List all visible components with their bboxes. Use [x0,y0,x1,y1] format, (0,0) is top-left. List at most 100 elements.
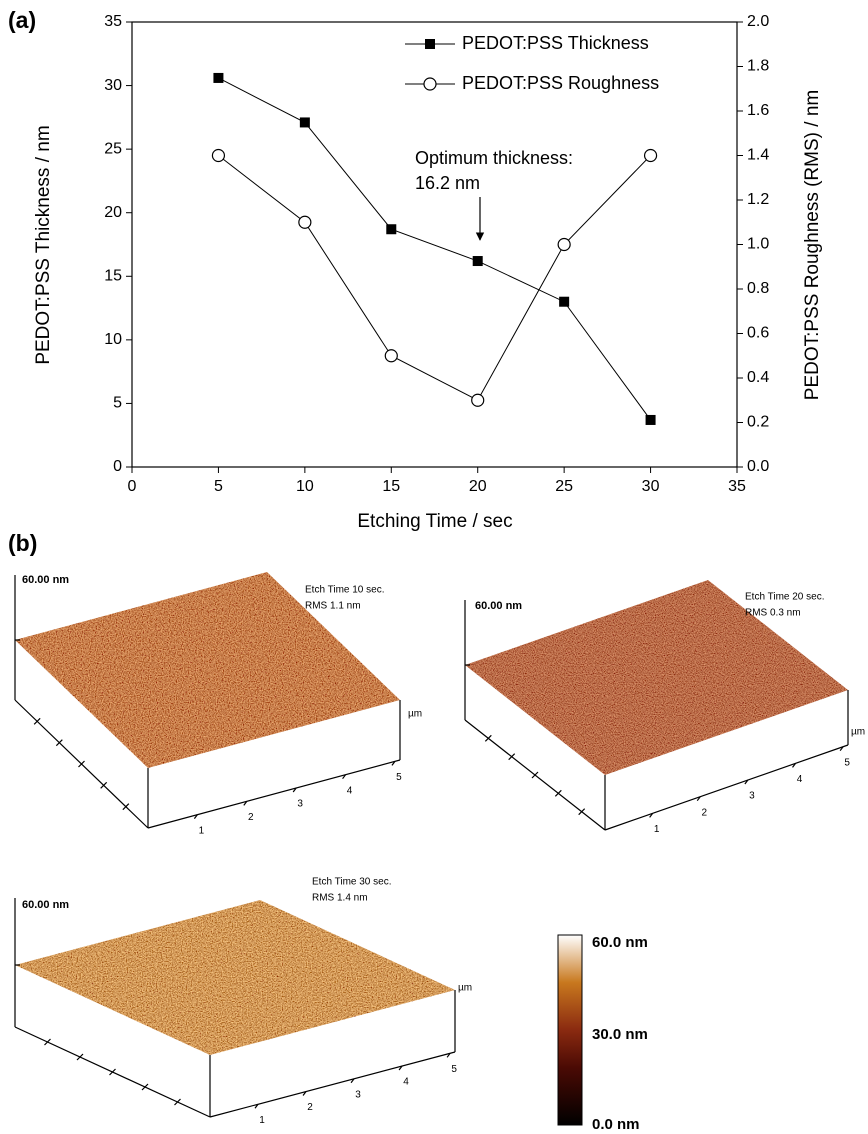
marker [298,215,312,229]
box-edge [33,717,41,725]
box-face [465,665,605,830]
afm-unit: µm [458,983,472,994]
y-tick-label: 30 [104,77,122,94]
afm-rms: RMS 0.3 nm [745,608,801,619]
y-tick-label: 35 [104,13,122,30]
box-edge [391,760,396,766]
box-edge [44,1038,51,1046]
box-edge [174,1098,181,1106]
box-edge [109,1068,116,1076]
box-edge [292,787,297,793]
box-edge [243,800,248,806]
box-edge [554,789,562,797]
y-tick-label: 15 [104,268,122,285]
y2-tick-label: 0.0 [747,458,769,475]
box-face [210,990,455,1117]
color-bar-label: 60.0 nm [592,934,648,951]
legend-label: PEDOT:PSS Roughness [462,73,659,93]
marker [557,237,571,252]
marker [213,72,224,83]
x-tick-label: 10 [296,478,314,495]
box-edge [604,744,849,831]
afm-rms: RMS 1.1 nm [305,601,361,612]
afm-rms: RMS 1.4 nm [312,893,368,904]
legend-marker [423,77,437,91]
annotation: 16.2 nm [415,173,480,193]
color-bar-label: 0.0 nm [592,1116,640,1133]
z-scale-label: 60.00 nm [475,600,522,612]
afm-tick-label: 4 [403,1077,409,1088]
box-edge [254,1103,259,1109]
afm-tick-label: 1 [199,825,205,836]
box-edge [350,1078,355,1084]
afm-surface [15,572,400,768]
box-face [148,700,400,828]
box-edge [531,771,539,779]
y2-tick-label: 2.0 [747,13,769,30]
box-edge [744,779,749,785]
box-edge [342,774,347,780]
box-edge [78,760,85,768]
y2-tick-label: 1.6 [747,102,769,119]
y2-axis-label: PEDOT:PSS Roughness (RMS) / nm [802,90,823,400]
box-face [605,690,848,830]
box-edge [446,1052,451,1058]
x-tick-label: 0 [128,478,137,495]
y-tick-label: 5 [113,395,122,412]
box-face [15,640,148,828]
afm-tick-label: 4 [347,785,353,796]
y-tick-label: 0 [113,458,122,475]
box-edge [839,746,844,752]
marker [472,256,483,267]
x-tick-label: 20 [469,478,487,495]
series-line [218,155,651,401]
box-edge [193,814,198,820]
x-tick-label: 35 [728,478,746,495]
legend-marker [425,39,435,49]
afm-surface [465,580,848,775]
afm-unit: µm [851,727,865,738]
afm-tick-label: 2 [307,1102,313,1113]
box-edge [649,812,654,818]
marker [386,224,397,235]
afm-tick-label: 3 [297,799,303,810]
box-edge [147,759,401,829]
color-bar-label: 30.0 nm [592,1026,648,1043]
afm-caption: Etch Time 30 sec. [312,877,391,888]
z-scale-label: 60.00 nm [22,574,69,586]
color-bar [557,934,583,1126]
afm-tick-label: 3 [355,1089,361,1100]
box-edge [209,1051,456,1118]
box-edge [55,739,63,747]
box-edge [484,734,492,742]
x-axis-label: Etching Time / sec [357,511,512,532]
box-edge [122,803,130,811]
box-edge [100,781,108,789]
afm-tick-label: 5 [451,1064,457,1075]
y-tick-label: 20 [104,204,122,221]
afm-tick-label: 3 [749,791,755,802]
annotation: Optimum thickness: [415,148,573,168]
box-edge [398,1065,403,1071]
box-edge [578,808,586,816]
afm-tick-label: 2 [248,812,254,823]
afm-caption: Etch Time 10 sec. [305,585,384,596]
series-line [218,77,651,421]
marker [211,148,226,163]
y2-tick-label: 0.4 [747,369,769,386]
legend-label: PEDOT:PSS Thickness [462,33,649,53]
marker [384,349,398,363]
marker [645,414,656,425]
y2-tick-label: 0.2 [747,414,769,431]
afm-caption: Etch Time 20 sec. [745,592,824,603]
y2-tick-label: 1.4 [747,147,769,164]
box-edge [696,796,701,802]
box-edge [76,1053,84,1061]
box-edge [141,1083,149,1091]
y2-tick-label: 1.8 [747,58,769,75]
afm-tick-label: 1 [654,824,660,835]
y2-tick-label: 1.0 [747,236,769,253]
z-scale-label: 60.00 nm [22,899,69,911]
